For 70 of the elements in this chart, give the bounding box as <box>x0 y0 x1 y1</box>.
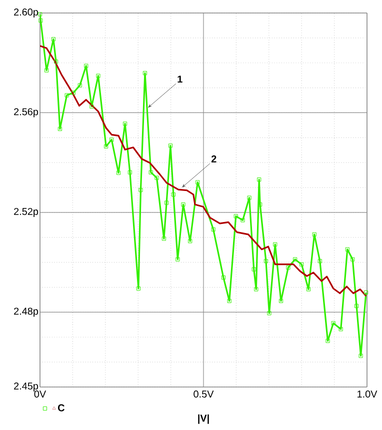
point <box>110 138 114 142</box>
point <box>58 126 62 131</box>
point <box>247 196 252 200</box>
point <box>221 276 226 280</box>
point <box>338 327 343 332</box>
point <box>306 287 311 292</box>
point <box>104 144 108 148</box>
point <box>136 286 140 291</box>
point <box>84 64 88 68</box>
text: C <box>58 404 65 412</box>
x-tick-label: 0V <box>34 390 46 398</box>
point <box>138 188 143 192</box>
y-tick-label: 2.60p <box>14 8 38 18</box>
point <box>96 74 100 78</box>
point <box>326 338 330 343</box>
point <box>312 232 316 236</box>
point <box>154 176 159 180</box>
point <box>350 257 355 262</box>
point <box>128 170 132 174</box>
point <box>264 259 268 264</box>
point <box>345 247 350 252</box>
y-tick-label: 2.52p <box>14 208 38 217</box>
point <box>234 214 238 218</box>
y-tick-label: 2.48p <box>14 308 38 317</box>
y-tick-label: 2.56p <box>14 108 38 118</box>
point <box>38 12 42 16</box>
annotation: 2 <box>211 155 216 162</box>
x-axis-title: |V| <box>198 414 209 424</box>
point <box>354 304 359 308</box>
point <box>267 311 272 316</box>
point <box>211 227 216 232</box>
point <box>38 18 43 23</box>
point <box>142 71 148 76</box>
point <box>286 266 290 270</box>
point <box>164 200 169 205</box>
point <box>90 104 94 109</box>
point <box>54 60 58 64</box>
point <box>116 170 121 175</box>
point <box>181 202 186 207</box>
point <box>273 242 278 246</box>
y-tick-label: 2.45p <box>14 382 38 392</box>
point <box>227 298 232 304</box>
point <box>300 262 304 266</box>
point <box>196 180 200 184</box>
point <box>171 192 176 197</box>
annotation: 1 <box>178 76 182 83</box>
point <box>257 178 262 182</box>
point <box>148 170 153 174</box>
point <box>162 236 166 241</box>
point <box>358 354 363 358</box>
point <box>254 287 258 292</box>
point <box>64 93 69 98</box>
point <box>188 239 192 244</box>
point <box>168 144 173 148</box>
point <box>122 122 128 126</box>
point <box>240 218 245 222</box>
x-tick-label: 1.0V <box>358 390 378 398</box>
point <box>71 90 76 95</box>
point <box>252 267 256 272</box>
point <box>176 257 180 262</box>
point <box>44 68 49 72</box>
point <box>364 290 368 295</box>
point <box>293 257 298 262</box>
line-series <box>40 45 367 297</box>
point <box>318 259 322 264</box>
point <box>78 83 82 88</box>
point <box>278 298 284 304</box>
point <box>51 37 56 42</box>
x-tick-label: 0.5V <box>194 390 214 398</box>
point <box>331 321 336 326</box>
